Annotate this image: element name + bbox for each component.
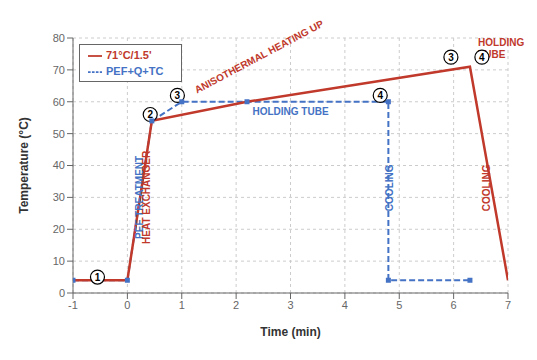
- svg-text:70: 70: [53, 64, 65, 76]
- svg-text:-1: -1: [68, 299, 78, 311]
- svg-text:3: 3: [175, 90, 181, 101]
- svg-text:HEAT EXCHANGER: HEAT EXCHANGER: [141, 150, 152, 244]
- svg-text:5: 5: [396, 299, 402, 311]
- svg-text:1: 1: [95, 272, 101, 283]
- svg-text:6: 6: [451, 299, 457, 311]
- svg-text:COOLING: COOLING: [481, 164, 492, 211]
- svg-text:0: 0: [124, 299, 130, 311]
- svg-text:4: 4: [377, 90, 383, 101]
- svg-text:2: 2: [233, 299, 239, 311]
- svg-text:Temperature (°C): Temperature (°C): [17, 117, 31, 214]
- svg-text:10: 10: [53, 255, 65, 267]
- svg-text:20: 20: [53, 223, 65, 235]
- svg-text:50: 50: [53, 128, 65, 140]
- svg-text:ANISOTHERMAL HEATING UP: ANISOTHERMAL HEATING UP: [193, 18, 326, 96]
- svg-text:7: 7: [505, 299, 511, 311]
- svg-text:2: 2: [147, 109, 153, 120]
- svg-text:3: 3: [287, 299, 293, 311]
- svg-text:4: 4: [342, 299, 348, 311]
- svg-text:60: 60: [53, 96, 65, 108]
- svg-text:30: 30: [53, 191, 65, 203]
- svg-text:1: 1: [179, 299, 185, 311]
- svg-text:HOLDING TUBE: HOLDING TUBE: [252, 106, 328, 117]
- svg-text:Time (min): Time (min): [260, 325, 320, 339]
- svg-text:COOLING: COOLING: [384, 164, 395, 211]
- svg-text:40: 40: [53, 159, 65, 171]
- svg-text:4: 4: [479, 52, 485, 63]
- svg-text:3: 3: [448, 52, 454, 63]
- svg-text:80: 80: [53, 32, 65, 44]
- svg-text:0: 0: [59, 287, 65, 299]
